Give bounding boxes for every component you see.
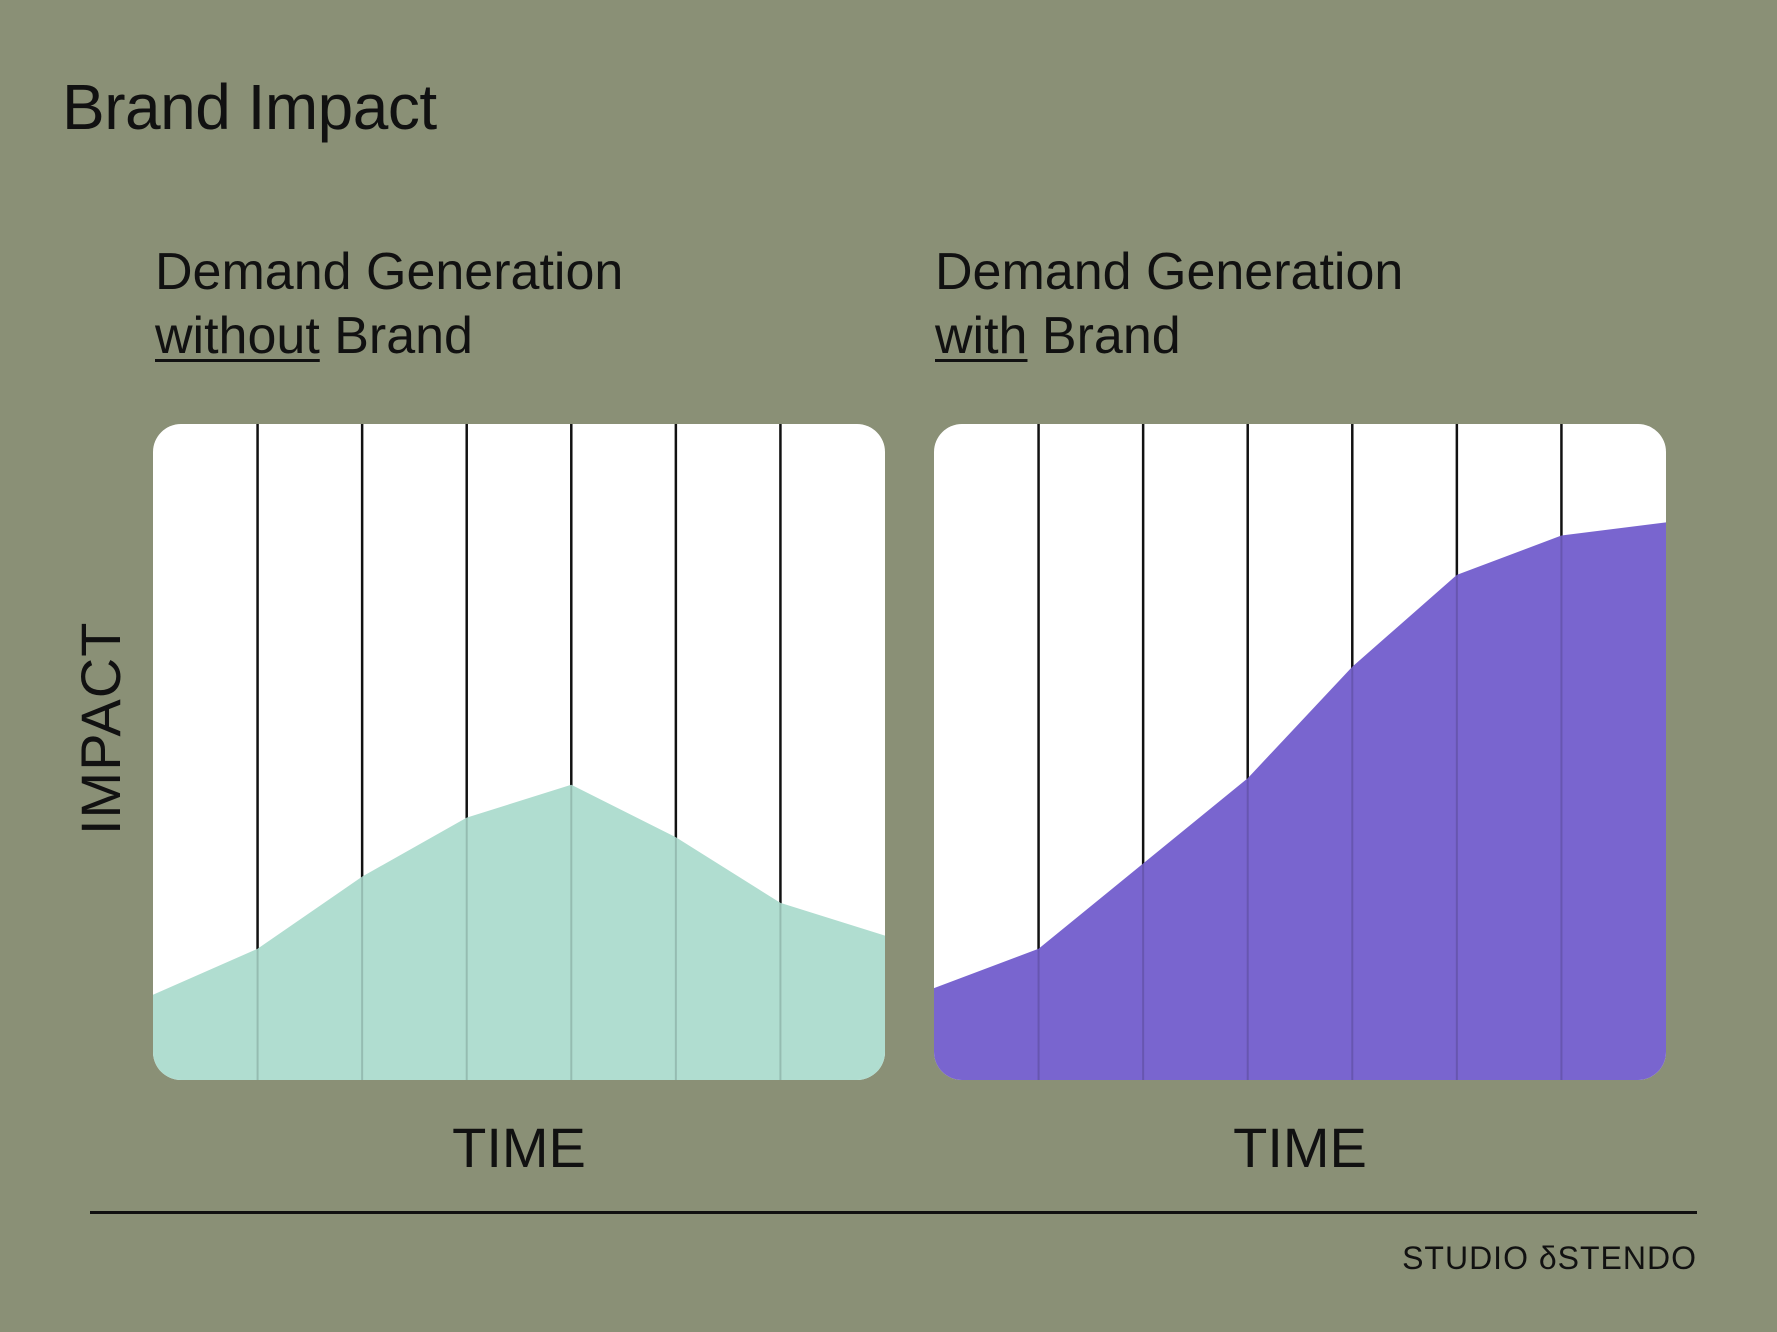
page-title: Brand Impact [62, 71, 437, 143]
left-subtitle-emphasis: without [155, 307, 320, 365]
footer-divider [90, 1211, 1697, 1214]
left-subtitle-rest: Brand [319, 307, 473, 365]
right-subtitle-rest: Brand [1027, 307, 1181, 365]
left-area-chart [153, 424, 885, 1080]
left-chart-subtitle: Demand Generation without Brand [155, 240, 623, 368]
left-x-axis-label: TIME [452, 1116, 586, 1179]
area-series [153, 784, 885, 1080]
right-subtitle-line1: Demand Generation [935, 243, 1404, 301]
right-area-chart [934, 424, 1666, 1080]
chart-svg [153, 424, 885, 1080]
right-chart-subtitle: Demand Generation with Brand [935, 240, 1403, 368]
left-subtitle-line1: Demand Generation [155, 243, 624, 301]
chart-svg [934, 424, 1666, 1080]
area-series [934, 522, 1666, 1080]
y-axis-label: IMPACT [69, 621, 132, 835]
studio-logo: STUDIO δSTENDO [1402, 1240, 1697, 1276]
right-x-axis-label: TIME [1233, 1116, 1367, 1179]
right-subtitle-emphasis: with [935, 307, 1028, 365]
